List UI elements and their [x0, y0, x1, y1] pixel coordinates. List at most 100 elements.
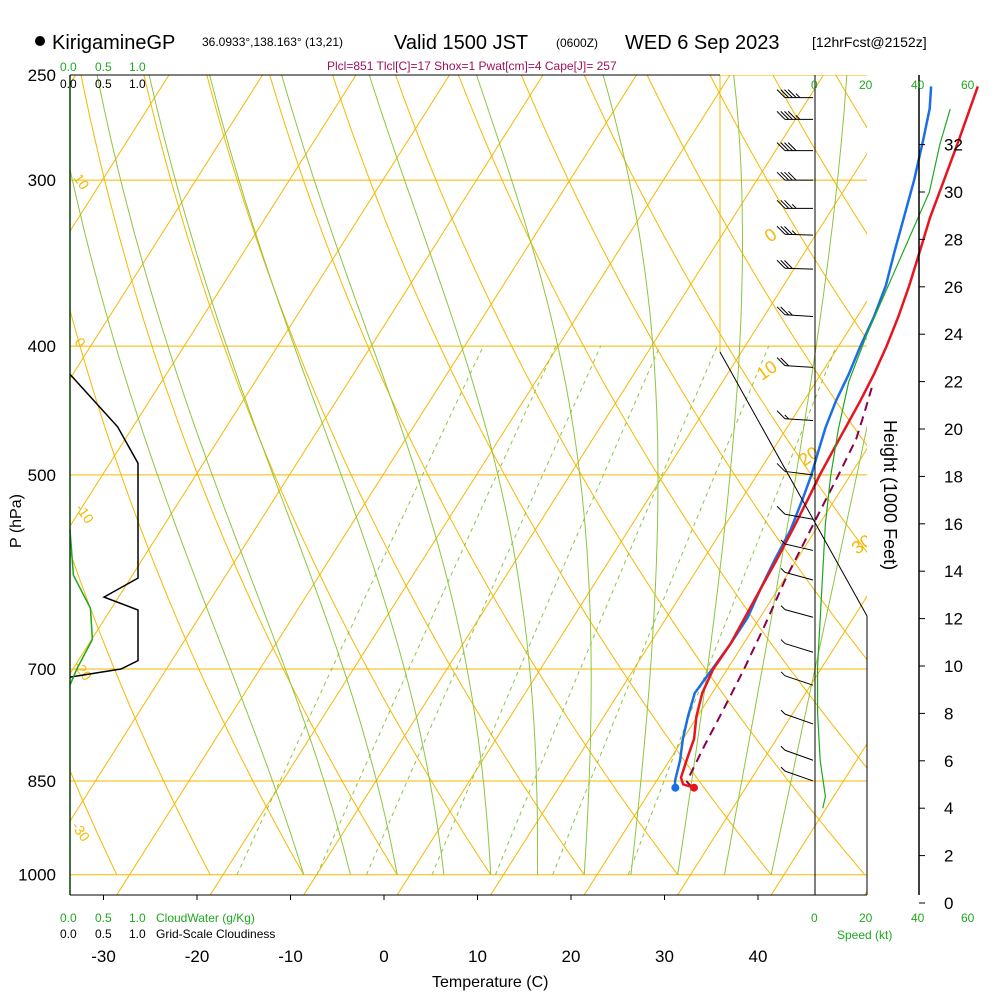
wind-barb	[776, 142, 813, 152]
cloud-bottom-black-tick: 0.0	[60, 927, 77, 941]
wind-barb-staff	[784, 513, 814, 520]
wind-barb-half	[780, 766, 786, 772]
wind-barb-flag	[776, 171, 786, 181]
moist-adiabat-line	[368, 75, 539, 875]
isotherm-label: 10	[753, 356, 781, 384]
cloud-top-green-tick: 0.0	[60, 60, 77, 74]
dry-adiabat-line	[0, 75, 23, 875]
moist-adiabat-line	[209, 75, 445, 875]
cloud-bottom-black-tick: 1.0	[129, 927, 146, 941]
temperature-tick-label: 20	[562, 947, 581, 966]
height-tick-label: 30	[944, 183, 963, 202]
isotherm-line	[70, 75, 263, 380]
surface-dewpoint-point	[671, 783, 680, 792]
mixing-ratio-line	[366, 345, 602, 875]
wind-barb	[776, 410, 814, 421]
dry-adiabat-line	[395, 75, 866, 876]
mixing-ratio-line	[316, 345, 557, 875]
station-coords: 36.0933°,138.163° (13,21)	[202, 35, 343, 49]
cloudiness-label: Grid-Scale Cloudiness	[156, 927, 275, 941]
wind-barb	[780, 539, 814, 551]
pressure-tick-label: 500	[28, 466, 56, 485]
wind-barb-staff	[784, 418, 814, 421]
isotherm-line	[958, 75, 1000, 895]
cloudiness-line	[69, 373, 139, 678]
dry-adiabat-line	[962, 75, 1000, 875]
cloud-bottom-black-tick: 0.5	[95, 927, 112, 941]
isotherm-label: 30	[848, 530, 876, 558]
temperature-line	[679, 85, 979, 789]
y-axis-title: P (hPa)	[8, 494, 25, 548]
wind-barb-flag	[776, 463, 786, 472]
mixing-ratio-line	[552, 345, 770, 875]
wind-barb-half	[791, 203, 797, 209]
forecast-info: [12hrFcst@2152z]	[812, 34, 927, 50]
wind-barb	[776, 357, 814, 368]
isotherm-line	[116, 75, 637, 895]
header: KirigamineGP 36.0933°,138.163° (13,21) V…	[35, 32, 927, 73]
wind-barb-flag	[780, 171, 790, 181]
wind-barb-half	[795, 93, 801, 98]
dry-adiabat-line	[332, 75, 772, 876]
dry-adiabat-label: -30	[69, 819, 94, 845]
moist-adiabat-line	[148, 75, 398, 875]
height-tick-label: 16	[944, 515, 963, 534]
wind-barb	[780, 709, 814, 725]
mixing-ratio-label: 3	[350, 901, 367, 917]
height-tick-label: 32	[944, 136, 963, 155]
pressure-tick-label: 700	[28, 660, 56, 679]
height-tick-label: 8	[944, 704, 953, 723]
wind-barb-staff	[784, 713, 814, 725]
isotherm-line	[677, 595, 867, 895]
wind-bottom-tick: 0	[811, 911, 818, 925]
temperature-tick-label: -10	[278, 947, 303, 966]
cloudwater-label: CloudWater (g/Kg)	[156, 911, 255, 925]
parcel-trace	[685, 387, 873, 789]
wind-barb	[780, 639, 814, 653]
wind-barb	[776, 89, 813, 99]
wind-barb-half	[780, 639, 786, 644]
mixing-ratio-line	[495, 345, 718, 875]
wind-speed-label: Speed (kt)	[837, 928, 892, 942]
wind-barb	[780, 671, 814, 686]
wind-top-tick: 0	[811, 78, 818, 92]
wind-top-tick: 40	[911, 78, 925, 92]
wind-barb-half	[791, 230, 797, 235]
dry-adiabat-line	[70, 308, 305, 875]
wind-barb	[776, 259, 814, 270]
wind-barb-half	[788, 310, 793, 316]
wind-barb-flag	[784, 199, 793, 209]
wind-barb-flag	[780, 111, 790, 120]
moist-adiabat-line	[281, 75, 492, 875]
wind-barb-flag	[780, 259, 790, 269]
dry-adiabat-line	[457, 75, 867, 769]
height-tick-label: 14	[944, 562, 963, 581]
x-axis-title: Temperature (C)	[432, 974, 548, 991]
wind-barb-staff	[784, 314, 814, 318]
wind-barb-flag	[776, 410, 786, 420]
dry-adiabat-line	[80, 75, 398, 875]
height-tick-label: 6	[944, 752, 953, 771]
cloud-water-line	[69, 529, 94, 686]
isotherm-line	[70, 75, 450, 675]
temperature-tick-label: 10	[468, 947, 487, 966]
isotherm-line	[396, 152, 867, 895]
wind-barb-flag	[776, 89, 786, 98]
wind-barb	[776, 306, 814, 318]
wind-barb-flag	[776, 142, 786, 151]
wind-barb-staff	[784, 267, 814, 270]
wind-barb-flag	[776, 199, 786, 209]
surface-temperature-point	[690, 783, 699, 792]
wind-barb-staff	[784, 365, 814, 368]
cloud-bottom-ticks: 0.0 0.5 1.0 CloudWater (g/Kg) 0.0 0.5 1.…	[60, 911, 275, 941]
wind-barb-flag	[784, 226, 793, 235]
mixing-ratio-label: 2	[299, 901, 316, 917]
moist-adiabat-line	[677, 75, 743, 875]
wind-barb-flag	[784, 142, 793, 151]
wind-barb-staff	[784, 609, 814, 618]
wind-barb-flag	[780, 226, 790, 235]
wind-barb	[776, 111, 813, 120]
dry-adiabat-label: -20	[71, 658, 96, 684]
wind-bottom-tick: 20	[859, 911, 873, 925]
